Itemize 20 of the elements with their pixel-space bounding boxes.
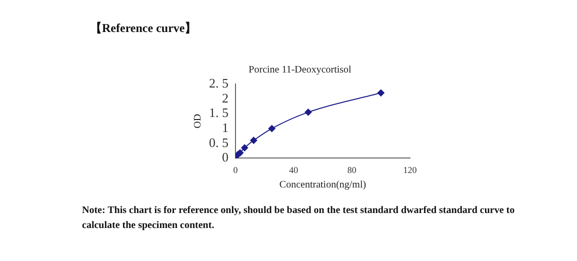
y-axis-title: OD bbox=[192, 114, 204, 128]
y-tick-label: 1. 5 bbox=[209, 105, 228, 120]
x-tick-label: 80 bbox=[347, 164, 357, 175]
point bbox=[250, 136, 258, 144]
x-tick-label: 40 bbox=[289, 164, 299, 175]
y-tick-label: 1 bbox=[222, 120, 228, 135]
point bbox=[377, 89, 384, 96]
y-tick-label: 0. 5 bbox=[209, 134, 228, 150]
x-axis-title: Concentration(ng/ml) bbox=[279, 180, 366, 191]
chart-title: Porcine 11-Deoxycortisol bbox=[248, 64, 352, 76]
x-tick-label: 0 bbox=[233, 164, 238, 175]
y-tick-label: 0 bbox=[222, 150, 228, 165]
text: Note: This chart is for reference only, should be based on the test standard dwarfed standard curve to calculate the specimen content. bbox=[82, 204, 516, 233]
point bbox=[304, 108, 312, 116]
x-tick-label: 120 bbox=[403, 164, 418, 175]
text: 【Reference curve】 bbox=[90, 20, 197, 37]
y-tick-label: 2 bbox=[222, 90, 228, 106]
point bbox=[241, 144, 248, 152]
point bbox=[268, 125, 276, 132]
y-tick-label: 2. 5 bbox=[209, 75, 228, 90]
